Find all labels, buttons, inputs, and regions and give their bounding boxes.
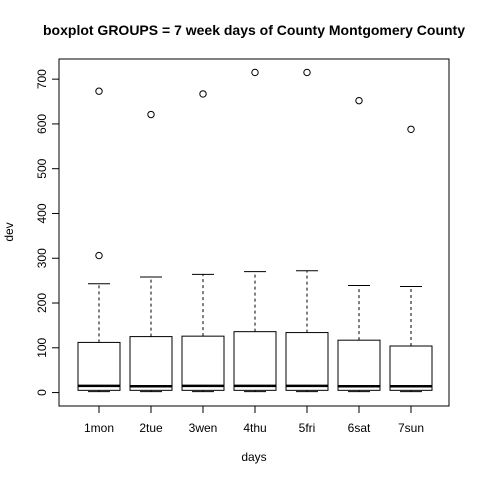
x-tick-label-5fri: 5fri (299, 421, 316, 435)
y-tick-label-600: 600 (35, 114, 49, 134)
iqr-box (337, 339, 381, 391)
y-axis-label: dev (2, 222, 16, 241)
box-2tue (129, 110, 173, 393)
iqr-box (233, 331, 277, 391)
x-tick-label-6sat: 6sat (348, 421, 371, 435)
y-tick-label-300: 300 (35, 248, 49, 268)
iqr-box (129, 336, 173, 391)
box-1mon (77, 87, 121, 393)
y-tick-label-500: 500 (35, 158, 49, 178)
box-4thu (233, 68, 277, 393)
plot-frame (58, 58, 450, 407)
y-tick-label-200: 200 (35, 293, 49, 313)
y-tick-label-700: 700 (35, 69, 49, 89)
outlier-point (251, 68, 259, 77)
outlier-point (199, 90, 207, 98)
x-tick-label-3wen: 3wen (189, 421, 218, 435)
outlier-point (355, 96, 363, 105)
chart-title: boxplot GROUPS = 7 week days of County M… (43, 22, 465, 38)
y-tick-label-0: 0 (35, 389, 49, 396)
outlier-point (147, 110, 155, 119)
y-tick-label-100: 100 (35, 337, 49, 357)
box-5fri (285, 68, 329, 393)
outlier-point (95, 251, 103, 260)
outlier-point (303, 68, 311, 77)
y-axis: 0 100 200 300 400 500 600 700 (35, 69, 59, 396)
y-tick-label-400: 400 (35, 203, 49, 223)
box-3wen (181, 90, 225, 393)
outlier-point (407, 125, 415, 133)
x-tick-label-7sun: 7sun (398, 421, 424, 435)
iqr-box (77, 341, 121, 391)
iqr-box (389, 345, 433, 391)
x-tick-label-4thu: 4thu (243, 421, 266, 435)
outlier-point (95, 87, 103, 95)
x-axis: 1mon 2tue 3wen 4thu 5fri 6sat 7sun (84, 406, 424, 435)
x-tick-label-1mon: 1mon (84, 421, 114, 435)
box-7sun (389, 125, 433, 393)
x-tick-label-2tue: 2tue (139, 421, 163, 435)
iqr-box (285, 332, 329, 391)
iqr-box (181, 335, 225, 391)
box-6sat (337, 96, 381, 393)
boxes (77, 68, 433, 393)
x-axis-label: days (241, 450, 266, 464)
